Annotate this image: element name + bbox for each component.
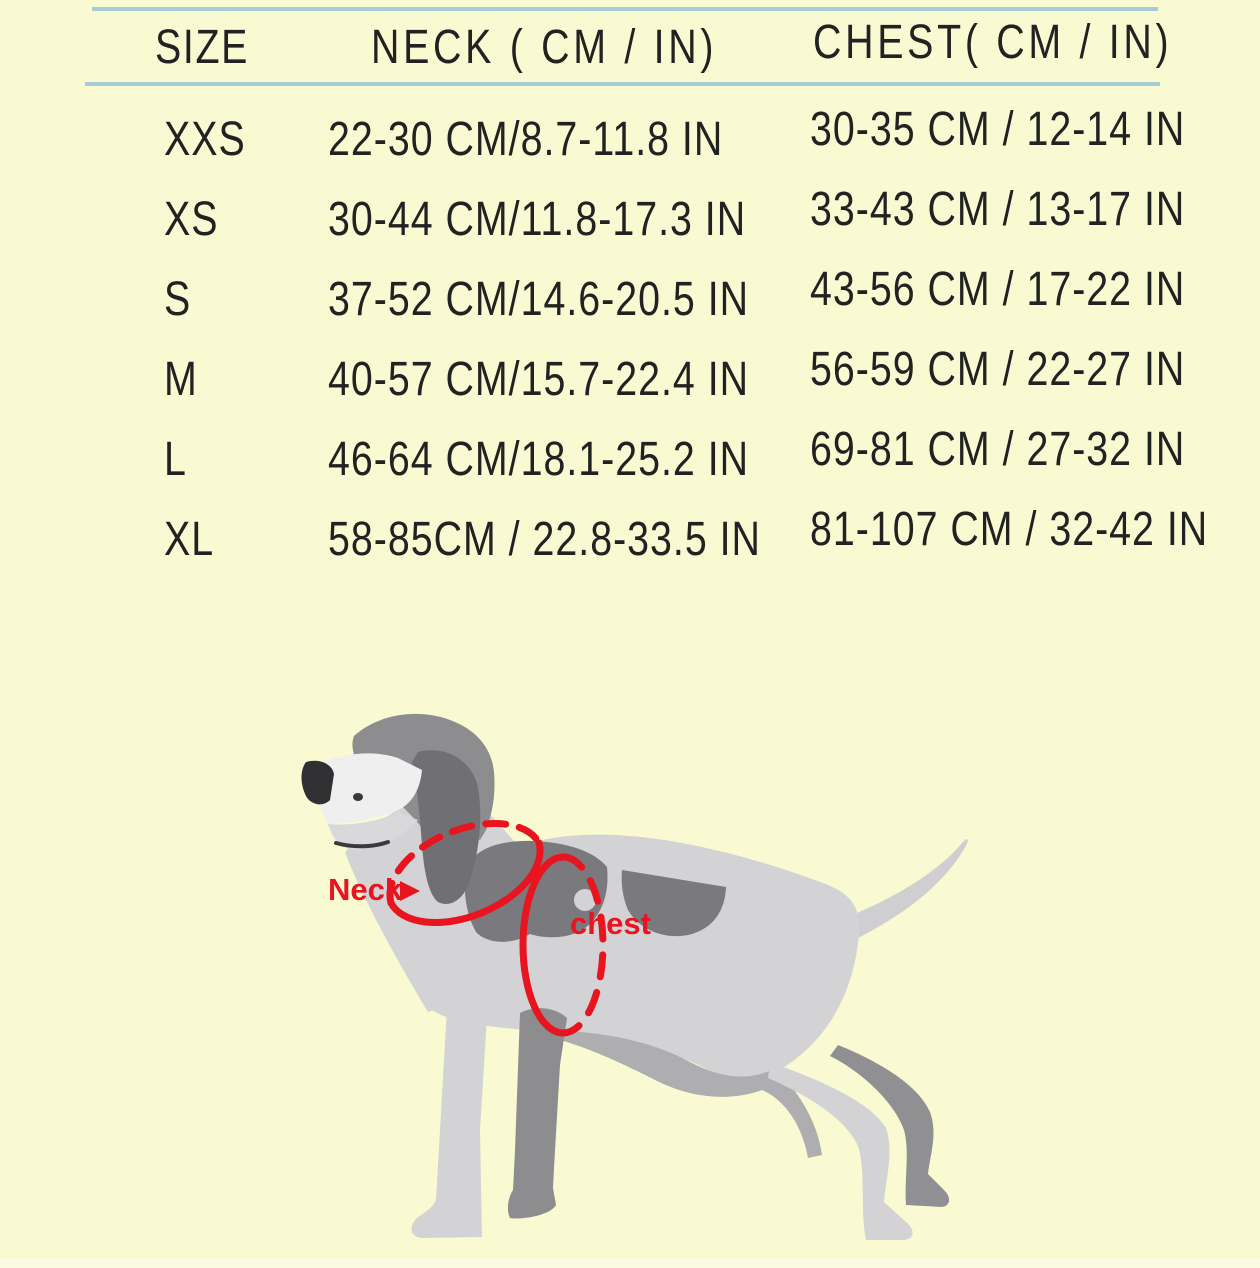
size-value: XXS [164,113,246,166]
dog-measurement-diagram: Neck chest [270,700,1030,1260]
size-value: S [164,273,192,326]
neck-loop-solid-arc [387,839,544,927]
column-header-chest-label: CHEST( CM / IN) [813,16,1173,69]
dog-illustration: Neck chest [301,713,968,1240]
neck-value: 46-64 CM/18.1-25.2 IN [328,433,750,486]
chest-value: 56-59 CM / 22-27 IN [810,343,1186,396]
chest-loop-dashed-arc [559,853,607,1037]
top-rule [92,7,1158,11]
neck-value: 37-52 CM/14.6-20.5 IN [328,273,750,326]
column-header-size-label: SIZE [155,21,250,74]
chest-value: 30-35 CM / 12-14 IN [810,103,1186,156]
neck-label: Neck [328,872,403,907]
column-header-size: SIZE [155,24,270,72]
neck-loop-dashed-arc [386,819,543,907]
arrow-right-icon [400,881,420,901]
chest-value: 33-43 CM / 13-17 IN [810,183,1186,236]
bottom-edge-band [0,1258,1260,1268]
size-value: L [164,433,187,486]
chest-value: 43-56 CM / 17-22 IN [810,263,1186,316]
column-header-chest: CHEST( CM / IN) [813,19,1251,67]
chest-label: chest [570,906,651,941]
size-value: XS [164,193,219,246]
neck-value: 58-85CM / 22.8-33.5 IN [328,513,761,566]
column-header-neck-label: NECK ( CM / IN) [371,21,718,74]
dog-nose [301,760,334,805]
dog-belly-shading [552,1030,822,1158]
dog-near-hind-leg [768,1062,913,1240]
dog-eye [353,793,363,801]
neck-value: 22-30 CM/8.7-11.8 IN [328,113,724,166]
neck-value: 40-57 CM/15.7-22.4 IN [328,353,750,406]
header-rule [85,82,1160,86]
chest-value: 69-81 CM / 27-32 IN [810,423,1186,476]
dog-shoulder-patch [464,840,608,942]
dog-shoulder-patch-notch [574,889,596,911]
dog-near-front-leg [411,990,488,1238]
dog-lower-jaw [328,812,418,850]
dog-back-patch [621,870,726,937]
dog-mouth-line [334,840,390,849]
dog-tail [845,839,968,938]
dog-far-front-leg [507,1008,567,1219]
size-value: M [164,353,198,406]
column-header-neck: NECK ( CM / IN) [371,24,793,72]
neck-value: 30-44 CM/11.8-17.3 IN [328,193,747,246]
chest-value: 81-107 CM / 32-42 IN [810,503,1209,556]
dog-muzzle [310,753,422,824]
dog-ear [412,750,481,904]
size-value: XL [164,513,215,566]
chest-loop-solid-arc [519,853,567,1037]
dog-far-hind-leg [830,1045,950,1207]
